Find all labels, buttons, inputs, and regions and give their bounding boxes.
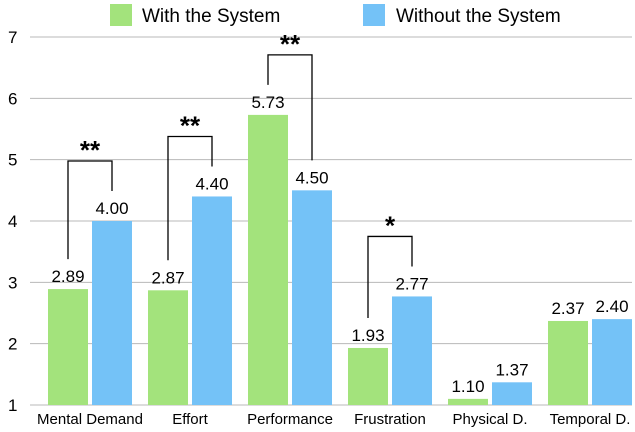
legend-label: Without the System — [396, 6, 561, 27]
bar-with-4 — [448, 398, 488, 405]
bar-with-2 — [248, 114, 288, 405]
significance-marker: ** — [80, 135, 101, 165]
bar-without-3 — [392, 296, 432, 405]
bar-with-5 — [548, 320, 588, 405]
category-label: Frustration — [354, 411, 426, 428]
legend-label: With the System — [142, 6, 280, 27]
category-label: Temporal D. — [550, 411, 631, 428]
data-label: 4.50 — [295, 168, 328, 187]
legend: With the System Without the System — [110, 4, 561, 27]
bar-without-0 — [92, 221, 132, 405]
bar-without-1 — [192, 196, 232, 405]
y-axis-ticks: 1 2 3 4 5 6 7 — [8, 28, 17, 415]
data-labels: 2.89 4.00 2.87 4.40 5.73 4.50 1.93 2.77 1.10 1.37… — [51, 93, 628, 396]
bar-with-0 — [48, 289, 88, 405]
data-label: 1.37 — [495, 360, 528, 379]
x-axis-categories: Mental Demand Effort Performance Frustratio… — [37, 411, 630, 428]
data-label: 5.73 — [251, 93, 284, 112]
significance-bracket — [267, 54, 313, 161]
data-label: 2.87 — [151, 268, 184, 287]
data-label: 2.40 — [595, 297, 628, 316]
bar-with-3 — [348, 347, 388, 405]
data-label: 2.37 — [551, 299, 584, 318]
data-label: 4.00 — [95, 199, 128, 218]
legend-swatch-with — [110, 4, 132, 26]
category-label: Performance — [247, 411, 333, 428]
category-label: Effort — [172, 411, 208, 428]
bar-without-4 — [492, 382, 532, 405]
significance-bracket — [367, 235, 413, 318]
y-tick-label: 4 — [8, 212, 17, 231]
y-tick-label: 3 — [8, 273, 17, 292]
y-tick-label: 2 — [8, 335, 17, 354]
data-label: 1.10 — [451, 377, 484, 396]
y-tick-label: 5 — [8, 151, 17, 170]
y-tick-label: 1 — [8, 396, 17, 415]
significance-bracket — [167, 135, 213, 261]
y-tick-label: 6 — [8, 89, 17, 108]
significance-marker: * — [385, 210, 396, 240]
data-label: 4.40 — [195, 174, 228, 193]
category-label: Mental Demand — [37, 411, 143, 428]
significance-marker: ** — [280, 29, 301, 59]
bars — [48, 114, 632, 405]
significance-brackets: ******* — [67, 29, 413, 318]
bar-without-5 — [592, 319, 632, 405]
bar-without-2 — [292, 190, 332, 405]
data-label: 2.89 — [51, 267, 84, 286]
bar-with-1 — [148, 290, 188, 405]
data-label: 1.93 — [351, 326, 384, 345]
category-label: Physical D. — [452, 411, 527, 428]
data-label: 2.77 — [395, 274, 428, 293]
significance-marker: ** — [180, 110, 201, 140]
significance-bracket — [67, 160, 113, 260]
y-tick-label: 7 — [8, 28, 17, 47]
legend-swatch-without — [363, 4, 385, 26]
